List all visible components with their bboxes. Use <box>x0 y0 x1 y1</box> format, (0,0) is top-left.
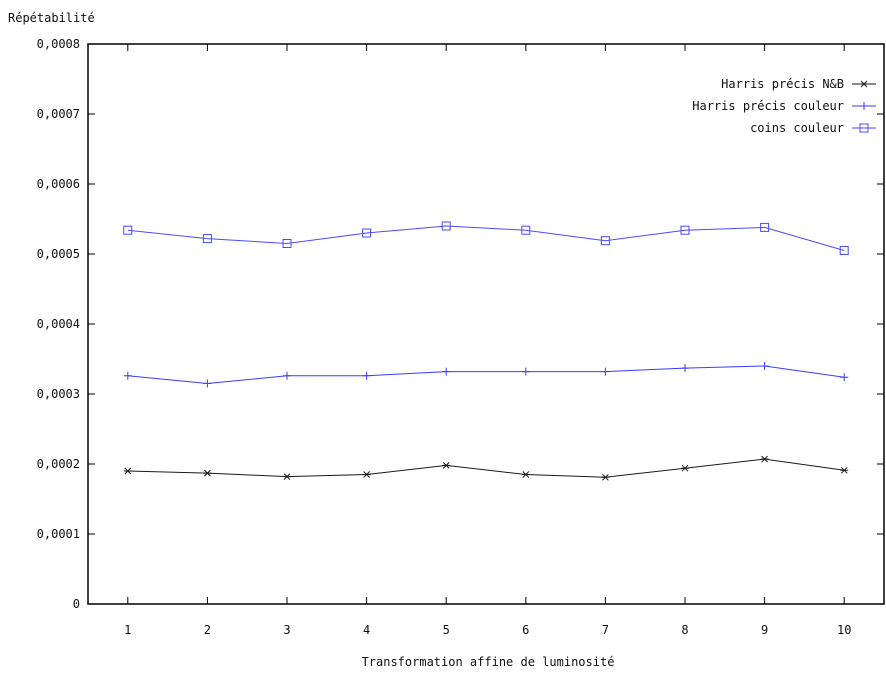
y-tick-label: 0,0001 <box>37 527 80 541</box>
legend-item: coins couleur <box>750 121 876 135</box>
data-point <box>283 371 291 380</box>
data-point <box>601 473 610 481</box>
data-point <box>681 464 689 472</box>
data-point <box>840 466 849 474</box>
y-tick-label: 0,0005 <box>37 247 80 261</box>
legend-marker <box>860 80 868 88</box>
data-point <box>362 228 372 238</box>
x-tick-label: 7 <box>602 623 609 637</box>
series-line <box>127 365 845 385</box>
legend-label: Harris précis N&B <box>721 77 844 91</box>
series-line <box>127 225 845 251</box>
x-tick-label: 2 <box>204 623 211 637</box>
legend: Harris précis N&B Harris précis couleur co… <box>692 77 876 135</box>
data-point <box>601 367 610 376</box>
y-tick-label: 0,0006 <box>37 177 80 191</box>
data-point <box>441 221 451 231</box>
data-point <box>760 362 769 370</box>
data-point <box>600 236 610 246</box>
y-tick-label: 0 <box>73 597 80 611</box>
data-point <box>839 246 849 255</box>
legend-marker <box>859 123 869 133</box>
data-point <box>442 462 451 469</box>
data-point <box>283 473 291 480</box>
data-point <box>681 364 689 373</box>
data-point <box>202 234 212 244</box>
series <box>123 455 849 481</box>
data-point <box>203 469 212 477</box>
y-tick-label: 0,0004 <box>37 317 80 331</box>
data-point <box>680 225 690 235</box>
x-tick-label: 3 <box>283 623 290 637</box>
legend-item: Harris précis couleur <box>692 99 876 113</box>
data-point <box>282 239 292 248</box>
y-tick-label: 0,0002 <box>37 457 80 471</box>
x-tick-label: 1 <box>124 623 131 637</box>
x-tick-label: 8 <box>681 623 688 637</box>
data-point <box>123 467 132 475</box>
legend-item: Harris précis N&B <box>721 77 876 91</box>
y-tick-label: 0,0007 <box>37 107 80 121</box>
data-point <box>760 455 769 463</box>
x-tick-label: 5 <box>443 623 450 637</box>
legend-label: Harris précis couleur <box>692 99 844 113</box>
data-point <box>442 367 451 376</box>
data-point <box>123 225 133 235</box>
series <box>123 221 849 255</box>
data-point <box>123 371 132 380</box>
x-tick-label: 10 <box>837 623 851 637</box>
data-point <box>840 373 849 382</box>
data-point <box>203 379 212 388</box>
legend-marker <box>860 102 868 110</box>
y-axis-label: Répétabilité <box>8 11 95 25</box>
x-tick-label: 9 <box>761 623 768 637</box>
y-tick-label: 0,0008 <box>37 37 80 51</box>
y-axis: 0 0,0001 0,0002 0,0003 0,0004 0,0005 0,0006 0,0… <box>37 37 884 611</box>
x-tick-label: 4 <box>363 623 370 637</box>
x-axis-label: Transformation affine de luminosité <box>362 655 615 669</box>
series-layer <box>123 221 849 481</box>
series-line <box>127 458 845 478</box>
data-point <box>521 471 530 478</box>
data-point <box>521 367 530 376</box>
legend-label: coins couleur <box>750 121 844 135</box>
y-tick-label: 0,0003 <box>37 387 80 401</box>
series <box>123 362 849 388</box>
data-point <box>362 471 371 478</box>
x-tick-label: 6 <box>522 623 529 637</box>
x-axis: 1 2 3 4 5 6 7 8 9 10 <box>124 44 851 637</box>
data-point <box>362 371 371 380</box>
data-point <box>760 222 770 232</box>
data-point <box>521 225 531 235</box>
